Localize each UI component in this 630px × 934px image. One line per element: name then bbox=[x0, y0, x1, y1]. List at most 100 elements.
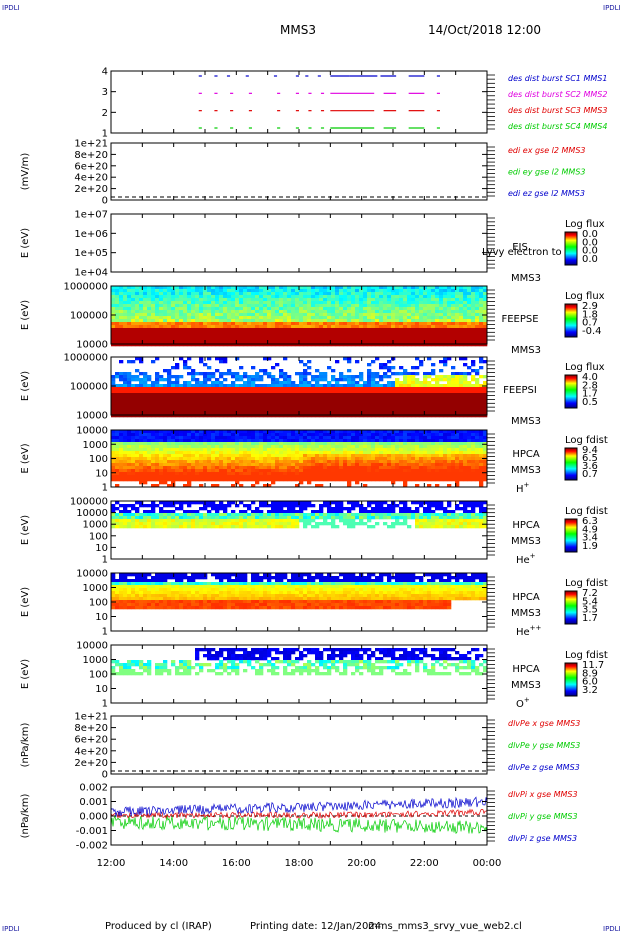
spectrogram-cell bbox=[235, 411, 240, 415]
spectrogram-cell bbox=[263, 469, 268, 473]
spectrogram-cell bbox=[359, 451, 364, 455]
spectrogram-cell bbox=[279, 310, 284, 314]
spectrogram-cell bbox=[427, 310, 432, 314]
spectrogram-cell bbox=[171, 384, 176, 388]
spectrogram-cell bbox=[219, 307, 224, 311]
spectrogram-cell bbox=[431, 384, 436, 388]
spectrogram-cell bbox=[247, 469, 252, 473]
spectrogram-cell bbox=[383, 475, 388, 479]
spectrogram-cell bbox=[315, 393, 320, 397]
spectrogram-cell bbox=[259, 457, 264, 461]
spectrogram-cell bbox=[195, 433, 200, 437]
spectrogram-cell bbox=[355, 436, 360, 440]
spectrogram-cell bbox=[299, 405, 304, 409]
spectrogram-cell bbox=[143, 334, 148, 338]
spectrogram-cell bbox=[255, 316, 260, 320]
spectrogram-cell bbox=[183, 433, 188, 437]
spectrogram-cell bbox=[419, 322, 424, 326]
spectrogram-cell bbox=[339, 313, 344, 317]
spectrogram-cell bbox=[255, 310, 260, 314]
spectrogram-cell bbox=[415, 337, 420, 341]
spectrogram-cell bbox=[479, 393, 484, 397]
spectrogram-cell bbox=[423, 457, 428, 461]
spectrogram-cell bbox=[387, 478, 392, 482]
spectrogram-cell bbox=[239, 460, 244, 464]
spectrogram-cell bbox=[227, 340, 232, 344]
spectrogram-cell bbox=[411, 469, 416, 473]
spectrogram-cell bbox=[323, 448, 328, 452]
spectrogram-cell bbox=[467, 393, 472, 397]
spectrogram-cell bbox=[387, 369, 392, 373]
spectrogram-cell bbox=[415, 381, 420, 385]
spectrogram-cell bbox=[419, 334, 424, 338]
spectrogram-cell bbox=[447, 384, 452, 388]
spectrogram-cell bbox=[139, 331, 144, 335]
spectrogram-cell bbox=[203, 316, 208, 320]
spectrogram-cell bbox=[387, 475, 392, 479]
spectrogram-cell bbox=[227, 469, 232, 473]
spectrogram-cell bbox=[227, 405, 232, 409]
spectrogram-cell bbox=[451, 366, 456, 370]
spectrogram-cell bbox=[443, 331, 448, 335]
spectrogram-cell bbox=[403, 375, 408, 379]
spectrogram-cell bbox=[203, 298, 208, 302]
spectrogram-cell bbox=[219, 325, 224, 329]
spectrogram-cell bbox=[227, 328, 232, 332]
spectrogram-cell bbox=[459, 414, 464, 418]
spectrogram-cell bbox=[183, 307, 188, 311]
spectrogram-cell bbox=[435, 411, 440, 415]
spectrogram-cell bbox=[275, 298, 280, 302]
spectrogram-cell bbox=[267, 298, 272, 302]
spectrogram-cell bbox=[363, 334, 368, 338]
spectrogram-cell bbox=[323, 387, 328, 391]
spectrogram-cell bbox=[219, 442, 224, 446]
panel-frame bbox=[110, 213, 488, 273]
spectrogram-cell bbox=[459, 396, 464, 400]
spectrogram-cell bbox=[135, 457, 140, 461]
spectrogram-cell bbox=[207, 316, 212, 320]
spectrogram-cell bbox=[155, 414, 160, 418]
spectrogram-cell bbox=[475, 331, 480, 335]
spectrogram-cell bbox=[395, 316, 400, 320]
spectrogram-cell bbox=[135, 298, 140, 302]
spectrogram-cell bbox=[343, 399, 348, 403]
spectrogram-cell bbox=[115, 463, 120, 467]
spectrogram-cell bbox=[123, 319, 128, 323]
spectrogram-cell bbox=[191, 430, 196, 434]
spectrogram-cell bbox=[195, 436, 200, 440]
spectrogram-cell bbox=[403, 334, 408, 338]
spectrogram-cell bbox=[187, 292, 192, 296]
spectrogram-cell bbox=[219, 414, 224, 418]
spectrogram-cell bbox=[219, 411, 224, 415]
spectrogram-cell bbox=[131, 301, 136, 305]
spectrogram-cell bbox=[131, 451, 136, 455]
spectrogram-cell bbox=[375, 357, 380, 361]
spectrogram-cell bbox=[127, 340, 132, 344]
spectrogram-cell bbox=[339, 286, 344, 290]
spectrogram-cell bbox=[427, 408, 432, 412]
spectrogram-cell bbox=[319, 463, 324, 467]
spectrogram-cell bbox=[443, 414, 448, 418]
spectrogram-cell bbox=[311, 331, 316, 335]
spectrogram-cell bbox=[335, 295, 340, 299]
spectrogram-cell bbox=[255, 343, 260, 347]
spectrogram-cell bbox=[279, 478, 284, 482]
spectrogram-cell bbox=[475, 310, 480, 314]
spectrogram-cell bbox=[343, 469, 348, 473]
spectrogram-cell bbox=[347, 430, 352, 434]
spectrogram-cell bbox=[303, 460, 308, 464]
spectrogram-cell bbox=[419, 292, 424, 296]
spectrogram-cell bbox=[235, 481, 240, 485]
spectrogram-cell bbox=[423, 390, 428, 394]
spectrogram-cell bbox=[263, 310, 268, 314]
spectrogram-cell bbox=[375, 466, 380, 470]
spectrogram-cell bbox=[155, 411, 160, 415]
spectrogram-cell bbox=[251, 433, 256, 437]
spectrogram-cell bbox=[431, 325, 436, 329]
spectrogram-cell bbox=[359, 393, 364, 397]
spectrogram-cell bbox=[175, 286, 180, 290]
spectrogram-cell bbox=[331, 414, 336, 418]
spectrogram-cell bbox=[447, 343, 452, 347]
spectrogram-cell bbox=[415, 384, 420, 388]
spectrogram-cell bbox=[207, 340, 212, 344]
